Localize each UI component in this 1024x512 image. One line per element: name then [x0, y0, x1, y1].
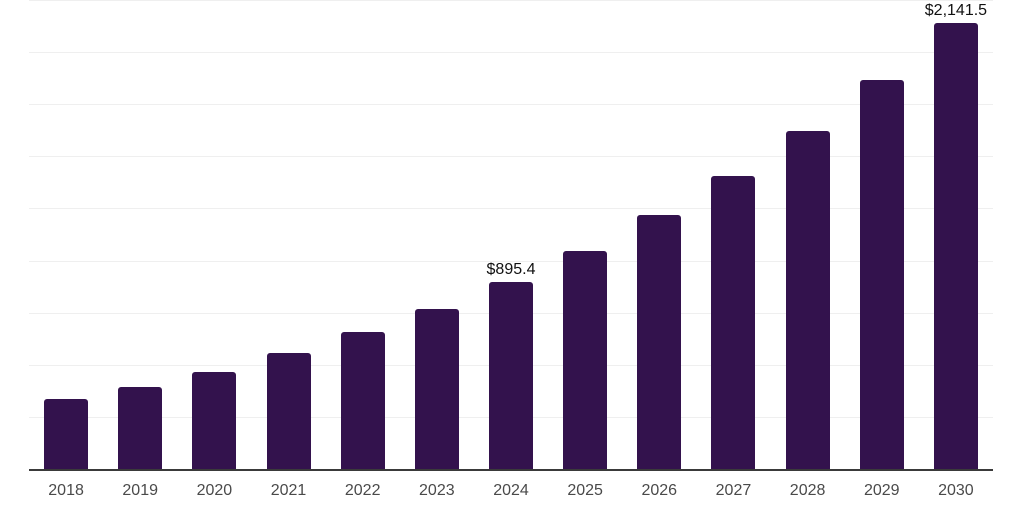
x-axis-line — [29, 469, 993, 471]
bar-2025 — [563, 250, 608, 469]
x-tick-label-2025: 2025 — [567, 482, 603, 499]
x-tick-label-2029: 2029 — [863, 482, 900, 499]
bar-2024 — [489, 282, 533, 469]
gridline-1000 — [29, 261, 993, 262]
bar-2022 — [340, 332, 385, 469]
bar-2027 — [711, 175, 756, 469]
bar-2029 — [859, 79, 904, 469]
gridline-2000 — [29, 52, 993, 53]
x-tick-label-2028: 2028 — [789, 482, 826, 499]
x-tick-label-2019: 2019 — [122, 482, 158, 499]
x-tick-label-2026: 2026 — [641, 482, 678, 499]
gridline-1500 — [29, 156, 993, 157]
bar-2028 — [785, 130, 830, 469]
bar-2020 — [192, 371, 237, 469]
x-tick-label-2023: 2023 — [419, 482, 455, 499]
x-tick-label-2020: 2020 — [196, 482, 233, 499]
bar-2021 — [266, 352, 311, 469]
x-tick-label-2027: 2027 — [715, 482, 752, 499]
value-label-2024: $895.4 — [486, 261, 536, 279]
value-label-2030: $2,141.5 — [924, 1, 988, 19]
gridline-1250 — [29, 208, 993, 209]
gridline-1750 — [29, 104, 993, 105]
bar-2018 — [44, 398, 89, 469]
x-tick-label-2021: 2021 — [270, 482, 307, 499]
x-tick-label-2030: 2030 — [938, 482, 974, 499]
bar-2030 — [933, 22, 978, 469]
bar-2019 — [118, 386, 163, 469]
bar-2026 — [637, 214, 682, 469]
x-tick-label-2018: 2018 — [48, 482, 84, 499]
gridline-2250 — [29, 0, 993, 1]
bar-2023 — [414, 308, 459, 469]
x-tick-label-2022: 2022 — [344, 482, 381, 499]
x-tick-label-2024: 2024 — [493, 482, 529, 499]
